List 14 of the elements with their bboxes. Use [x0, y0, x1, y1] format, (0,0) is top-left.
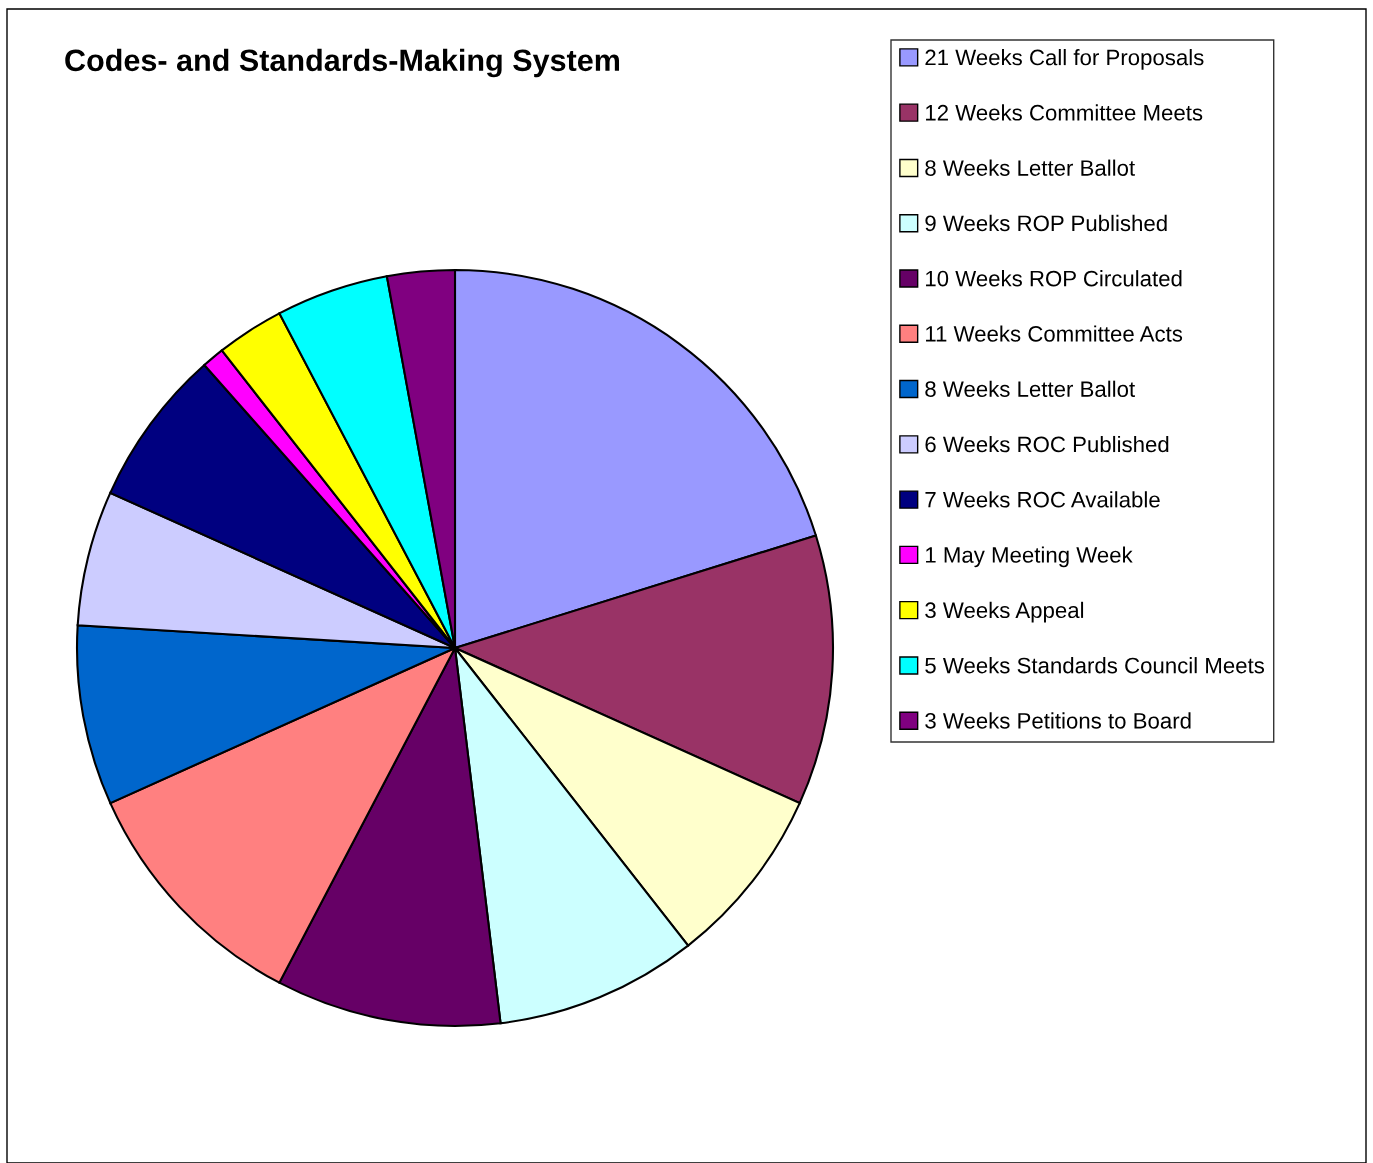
legend-label: 12 Weeks Committee Meets — [926, 104, 1203, 121]
legend-label: 8 Weeks Letter Ballot — [925, 159, 1135, 176]
legend-label: 11 Weeks Committee Acts — [926, 325, 1183, 342]
legend-label: 5 Weeks Standards Council Meets — [925, 657, 1265, 674]
legend-label: 9 Weeks ROP Published — [925, 214, 1167, 232]
legend-label: 7 Weeks ROC Available — [925, 491, 1160, 508]
legend-label: 10 Weeks ROP Circulated — [926, 270, 1182, 287]
legend-label: 6 Weeks ROC Published — [925, 435, 1169, 453]
legend-label: 3 Weeks Petitions to Board — [925, 712, 1191, 729]
legend-label: 8 Weeks Letter Ballot — [925, 380, 1135, 397]
legend-label: 3 Weeks Appeal — [925, 601, 1084, 623]
legend-label: 21 Weeks Call for Proposals — [925, 49, 1204, 70]
chart-title: Codes- and Standards-Making System — [65, 48, 620, 78]
legend-label: 1 May Meeting Week — [926, 546, 1133, 568]
